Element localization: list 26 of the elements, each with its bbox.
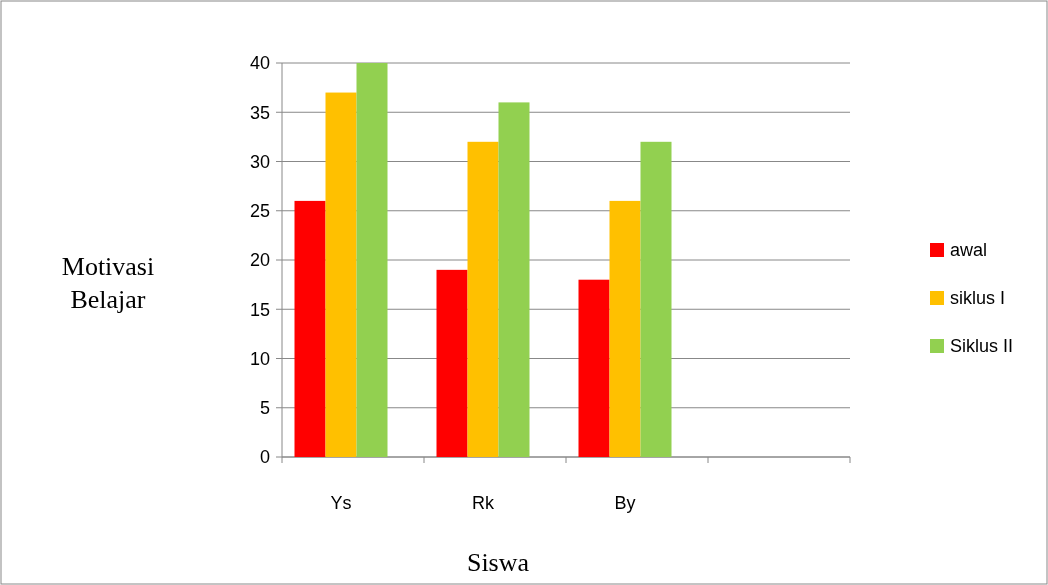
x-tick-label: Ys: [330, 493, 352, 513]
bar: [498, 102, 530, 457]
bar: [294, 200, 326, 457]
y-axis-title: Motivasi Belajar: [61, 252, 155, 314]
legend-label: Siklus II: [950, 336, 1014, 357]
x-tick-label: Rk: [472, 493, 495, 513]
bar: [467, 141, 499, 457]
y-tick-label: 30: [249, 151, 270, 172]
y-tick-label: 35: [249, 102, 270, 123]
y-tick-label: 40: [249, 53, 270, 74]
y-tick-label: 25: [249, 201, 270, 222]
y-tick-label: 5: [259, 398, 270, 419]
x-tick-label: By: [614, 493, 636, 513]
y-tick-label: 10: [249, 348, 270, 369]
bar: [356, 63, 388, 457]
legend-label: awal: [950, 240, 988, 261]
y-tick-label: 20: [249, 250, 270, 271]
bar: [325, 92, 357, 457]
bar: [609, 200, 641, 457]
y-tick-label: 15: [249, 299, 270, 320]
bar: [436, 269, 468, 457]
x-axis-title: Siswa: [466, 548, 530, 577]
bar: [578, 279, 610, 457]
legend-label: siklus I: [950, 288, 1006, 309]
y-tick-label: 0: [259, 447, 270, 468]
bar: [640, 141, 672, 457]
